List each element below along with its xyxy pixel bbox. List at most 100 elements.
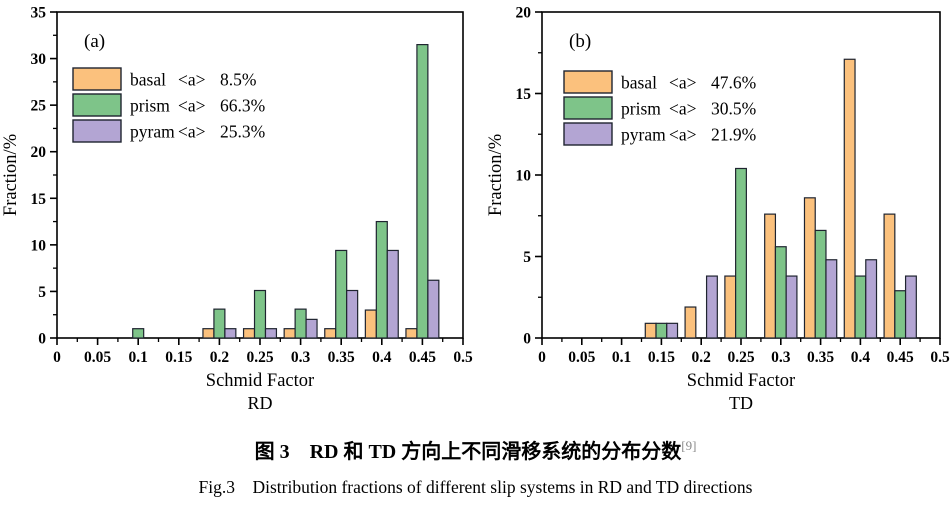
legend-swatch-basal: [72, 67, 122, 91]
chart-panel-a: 0 5 10 15 20 25 30 35 0 0.05 0.1 0.15 0.2 0.25 0.3 0.35…: [0, 0, 476, 427]
legend-label-basal: basal: [130, 70, 166, 90]
y-tick-label: 5: [38, 284, 46, 301]
x-tick-label: 0.5: [453, 349, 473, 366]
bar-prism-0.4: [375, 220, 388, 339]
bar-prism-0.45: [416, 43, 429, 339]
x-tick-label: 0.2: [692, 349, 712, 366]
legend-swatch-basal: [563, 70, 613, 94]
x-tick-label: 0.5: [930, 349, 950, 366]
bar-pyram-0.35: [825, 259, 838, 339]
bar-prism-0.2: [213, 308, 226, 339]
bars-group: [644, 58, 917, 339]
y-axis-title: Fraction/%: [1, 134, 21, 216]
x-tick-label: 0.05: [84, 349, 111, 366]
bar-prism-0.15: [655, 322, 668, 339]
bar-pyram-0.3: [305, 318, 318, 339]
bar-basal-0.25: [242, 328, 256, 339]
legend-swatch-prism: [72, 93, 122, 117]
y-tick-label: 5: [523, 249, 531, 266]
bar-chart-rd: 0 5 10 15 20 25 30 35 0 0.05 0.1 0.15 0.2 0.25 0.3 0.35…: [1, 5, 473, 414]
bar-basal-0.4: [843, 58, 856, 339]
legend-swatch-prism: [563, 96, 613, 120]
x-tick-label: 0.25: [246, 349, 273, 366]
bar-pyram-0.45: [904, 275, 917, 339]
bar-pyram-0.25: [264, 328, 278, 339]
legend-label-basal: basal: [621, 73, 657, 93]
bar-prism-0.3: [774, 246, 787, 339]
x-tick-label: 0.45: [887, 349, 914, 366]
bar-pyram-0.2: [224, 328, 237, 339]
x-tick-label: 0.05: [568, 349, 595, 366]
bar-pyram-0.45: [427, 279, 440, 339]
x-axis: 0 0.05 0.1 0.15 0.2 0.25 0.3 0.35 0.4 0.45 0.5: [538, 338, 950, 366]
y-tick-label: 35: [31, 5, 47, 22]
bar-prism-0.25: [735, 167, 747, 339]
bar-basal-0.3: [283, 328, 296, 339]
x-tick-label: 0.15: [165, 349, 192, 366]
legend-bracket-basal: <a>: [669, 73, 697, 93]
caption-chinese-text: 图 3 RD 和 TD 方向上不同滑移系统的分布分数: [254, 441, 682, 463]
x-tick-label: 0: [538, 349, 546, 366]
y-axis: 0 5 10 15 20 25 30 35: [31, 5, 57, 348]
x-tick-label: 0.45: [409, 349, 436, 366]
legend: basal <a> 47.6%prism <a> 30.5%pyram <a> 21.9%: [563, 70, 756, 146]
legend-label-prism: prism: [130, 96, 170, 116]
plot-box: [56, 11, 464, 339]
legend: basal <a> 8.5%prism <a> 66.3%pyram <a> 25.3%: [72, 67, 265, 143]
x-tick-label: 0.15: [648, 349, 675, 366]
bar-prism-0.35: [335, 249, 348, 339]
x-axis-title: Schmid Factor: [687, 371, 795, 391]
bar-pyram-0.15: [666, 322, 679, 339]
figure-caption: 图 3 RD 和 TD 方向上不同滑移系统的分布分数[9] Fig.3 Dist…: [0, 433, 951, 499]
bar-basal-0.4: [364, 309, 377, 339]
bar-pyram-0.4: [865, 259, 878, 339]
x-tick-label: 0: [53, 349, 61, 366]
y-tick-label: 15: [31, 191, 47, 208]
bar-basal-0.45: [405, 328, 418, 339]
bar-basal-0.35: [803, 197, 816, 339]
bar-basal-0.25: [724, 275, 737, 339]
chart-panel-b: 0 5 10 15 20 0 0.05 0.1 0.15 0.2 0.25 0.3 0.35 0.4 0.4…: [475, 0, 951, 427]
legend-bracket-pyram: <a>: [669, 125, 697, 145]
legend-percent-pyram: 21.9%: [711, 125, 756, 145]
x-axis-title: Schmid Factor: [206, 371, 314, 391]
x-tick-label: 0.4: [372, 349, 392, 366]
bars-group: [132, 43, 440, 339]
y-tick-label: 20: [31, 144, 47, 161]
caption-english: Fig.3 Distribution fractions of differen…: [198, 477, 753, 497]
y-tick-label: 20: [516, 5, 532, 22]
caption-chinese: 图 3 RD 和 TD 方向上不同滑移系统的分布分数[9]: [0, 433, 951, 465]
direction-label: TD: [729, 393, 753, 413]
legend-bracket-prism: <a>: [669, 99, 697, 119]
legend-swatch-pyram: [72, 119, 122, 143]
legend-bracket-prism: <a>: [178, 96, 206, 116]
panel-label: (a): [84, 31, 105, 52]
x-tick-label: 0.35: [328, 349, 355, 366]
bar-prism-0.3: [294, 308, 307, 339]
x-tick-label: 0.25: [727, 349, 754, 366]
legend-label-pyram: pyram: [621, 125, 666, 145]
y-tick-label: 10: [516, 168, 532, 185]
bar-pyram-0.3: [785, 275, 798, 339]
legend-swatch-pyram: [563, 122, 613, 146]
y-tick-label: 15: [516, 86, 532, 103]
x-tick-label: 0.1: [129, 349, 148, 366]
bar-basal-0.3: [764, 213, 777, 339]
bar-basal-0.2: [684, 306, 697, 339]
bar-chart-td: 0 5 10 15 20 0 0.05 0.1 0.15 0.2 0.25 0.3 0.35 0.4 0.4…: [486, 5, 950, 414]
y-tick-label: 10: [31, 237, 47, 254]
legend-percent-pyram: 25.3%: [220, 122, 265, 142]
y-tick-label: 30: [31, 51, 47, 68]
bar-prism-0.35: [814, 229, 827, 339]
y-tick-label: 25: [31, 98, 47, 115]
legend-percent-prism: 30.5%: [711, 99, 756, 119]
caption-reference-superscript: [9]: [681, 438, 697, 453]
bar-basal-0.45: [883, 213, 896, 339]
bar-pyram-0.35: [346, 289, 359, 339]
bar-prism-0.1: [132, 328, 145, 339]
bar-basal-0.35: [324, 328, 337, 339]
bar-prism-0.4: [854, 275, 867, 339]
x-tick-label: 0.3: [771, 349, 791, 366]
legend-percent-prism: 66.3%: [220, 96, 265, 116]
